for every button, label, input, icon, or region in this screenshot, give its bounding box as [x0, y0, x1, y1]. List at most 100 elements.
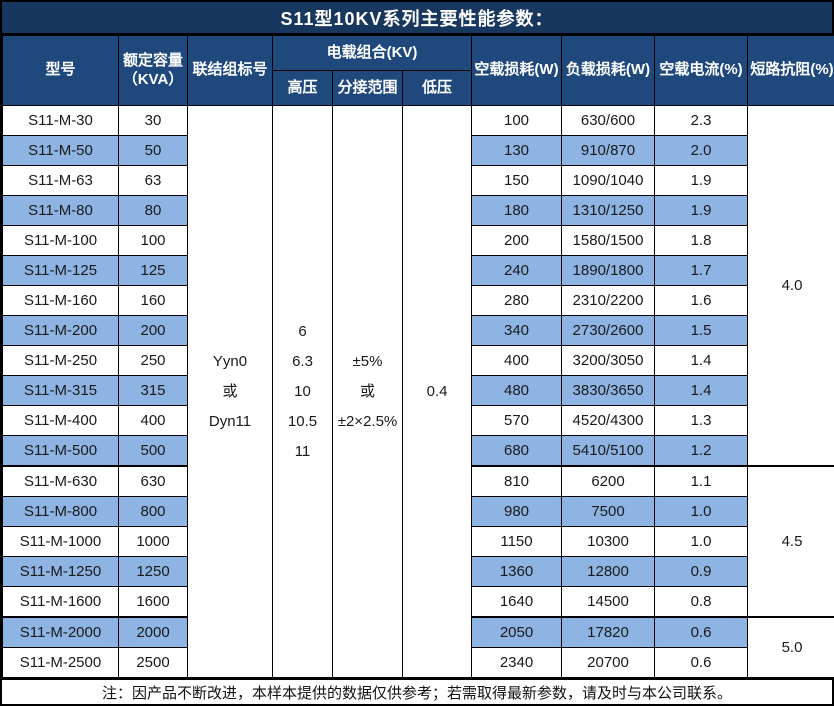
table-row: S11-M-63 63 150 1090/1040 1.9 — [2, 165, 834, 196]
cell-model: S11-M-800 — [2, 496, 119, 527]
cell-model: S11-M-2500 — [2, 647, 119, 678]
cell-capacity: 50 — [118, 135, 188, 166]
footnote: 注：因产品不断改进，本样本提供的数据仅供参考；若需取得最新参数，请及时与本公司联… — [2, 678, 832, 704]
cell-no-load-current: 1.6 — [654, 285, 748, 316]
cell-no-load-loss: 130 — [471, 135, 562, 166]
table-row: S11-M-1600 1600 1640 14500 0.8 — [2, 586, 834, 618]
cell-load-loss: 12800 — [561, 556, 655, 587]
cell-load-loss: 10300 — [561, 526, 655, 557]
cell-no-load-current: 1.3 — [654, 405, 748, 436]
cell-no-load-loss: 1150 — [471, 526, 562, 557]
cell-capacity: 1000 — [118, 526, 188, 557]
cell-load-loss: 2730/2600 — [561, 315, 655, 346]
cell-model: S11-M-315 — [2, 375, 119, 406]
cell-model: S11-M-200 — [2, 315, 119, 346]
cell-load-loss: 20700 — [561, 647, 655, 678]
cell-no-load-current: 0.9 — [654, 556, 748, 587]
cell-no-load-current: 1.4 — [654, 375, 748, 406]
cell-no-load-current: 1.5 — [654, 315, 748, 346]
cell-model: S11-M-100 — [2, 225, 119, 256]
cell-hv-values: 6 6.3 10 10.5 11 — [272, 105, 333, 678]
table-row: S11-M-400 400 570 4520/4300 1.3 — [2, 405, 834, 436]
cell-load-loss: 630/600 — [561, 105, 655, 136]
cell-model: S11-M-630 — [2, 465, 119, 497]
cell-no-load-loss: 240 — [471, 255, 562, 286]
cell-load-loss: 5410/5100 — [561, 435, 655, 467]
cell-no-load-loss: 2340 — [471, 647, 562, 678]
table-row: S11-M-2500 2500 2340 20700 0.6 — [2, 647, 834, 678]
cell-vector-group: Yyn0 或 Dyn11 — [187, 105, 273, 678]
header-tap-range: 分接范围 — [332, 70, 403, 106]
cell-load-loss: 17820 — [561, 616, 655, 648]
cell-capacity: 500 — [118, 435, 188, 467]
cell-no-load-loss: 570 — [471, 405, 562, 436]
header-capacity: 额定容量 （KVA） — [118, 35, 188, 106]
cell-load-loss: 1090/1040 — [561, 165, 655, 196]
cell-model: S11-M-400 — [2, 405, 119, 436]
cell-capacity: 2000 — [118, 616, 188, 648]
cell-no-load-current: 0.6 — [654, 647, 748, 678]
cell-capacity: 100 — [118, 225, 188, 256]
cell-model: S11-M-1250 — [2, 556, 119, 587]
cell-model: S11-M-2000 — [2, 616, 119, 648]
cell-capacity: 800 — [118, 496, 188, 527]
header-load-loss: 负载损耗(W) — [561, 35, 655, 106]
cell-load-loss: 3830/3650 — [561, 375, 655, 406]
cell-load-loss: 1580/1500 — [561, 225, 655, 256]
page-title: S11型10KV系列主要性能参数： — [2, 2, 832, 35]
header-lv: 低压 — [402, 70, 472, 106]
cell-model: S11-M-63 — [2, 165, 119, 196]
cell-no-load-current: 1.2 — [654, 435, 748, 467]
cell-capacity: 30 — [118, 105, 188, 136]
cell-no-load-loss: 280 — [471, 285, 562, 316]
cell-model: S11-M-500 — [2, 435, 119, 467]
cell-load-loss: 4520/4300 — [561, 405, 655, 436]
cell-no-load-loss: 100 — [471, 105, 562, 136]
table-row: S11-M-125 125 240 1890/1800 1.7 — [2, 255, 834, 286]
table-row: S11-M-100 100 200 1580/1500 1.8 — [2, 225, 834, 256]
table-row: S11-M-30 30 Yyn0 或 Dyn11 6 6.3 10 10.5 1… — [2, 105, 834, 678]
cell-no-load-loss: 810 — [471, 465, 562, 497]
cell-no-load-current: 1.0 — [654, 496, 748, 527]
header-impedance: 短路抗阻(%) — [747, 35, 834, 106]
cell-no-load-loss: 2050 — [471, 616, 562, 648]
cell-capacity: 1600 — [118, 586, 188, 618]
cell-model: S11-M-250 — [2, 345, 119, 376]
cell-no-load-current: 0.8 — [654, 586, 748, 618]
cell-no-load-current: 1.0 — [654, 526, 748, 557]
cell-no-load-loss: 340 — [471, 315, 562, 346]
cell-capacity: 400 — [118, 405, 188, 436]
header-no-load-current: 空载电流(%) — [654, 35, 748, 106]
cell-no-load-current: 1.7 — [654, 255, 748, 286]
cell-capacity: 1250 — [118, 556, 188, 587]
cell-impedance-group-3: 5.0 — [747, 616, 834, 678]
cell-impedance-group-1: 4.0 — [747, 105, 834, 467]
cell-no-load-loss: 180 — [471, 195, 562, 226]
cell-capacity: 160 — [118, 285, 188, 316]
cell-no-load-current: 1.9 — [654, 165, 748, 196]
cell-model: S11-M-1600 — [2, 586, 119, 618]
cell-no-load-current: 1.8 — [654, 225, 748, 256]
header-hv: 高压 — [272, 70, 333, 106]
cell-capacity: 80 — [118, 195, 188, 226]
cell-capacity: 315 — [118, 375, 188, 406]
cell-capacity: 630 — [118, 465, 188, 497]
cell-capacity: 63 — [118, 165, 188, 196]
cell-model: S11-M-1000 — [2, 526, 119, 557]
table-header: 型号 额定容量 （KVA） 联结组标号 电载组合(KV) 空载损耗(W) 负载损… — [2, 35, 834, 106]
table-row: S11-M-250 250 400 3200/3050 1.4 — [2, 345, 834, 376]
cell-capacity: 250 — [118, 345, 188, 376]
cell-load-loss: 3200/3050 — [561, 345, 655, 376]
cell-impedance-group-2: 4.5 — [747, 465, 834, 618]
cell-tap-range: ±5% 或 ±2×2.5% — [332, 105, 403, 678]
cell-no-load-loss: 480 — [471, 375, 562, 406]
cell-model: S11-M-160 — [2, 285, 119, 316]
header-voltage-combo: 电载组合(KV) — [272, 35, 472, 71]
cell-no-load-loss: 200 — [471, 225, 562, 256]
cell-no-load-loss: 680 — [471, 435, 562, 467]
cell-model: S11-M-125 — [2, 255, 119, 286]
cell-capacity: 2500 — [118, 647, 188, 678]
cell-no-load-loss: 150 — [471, 165, 562, 196]
cell-no-load-current: 1.1 — [654, 465, 748, 497]
